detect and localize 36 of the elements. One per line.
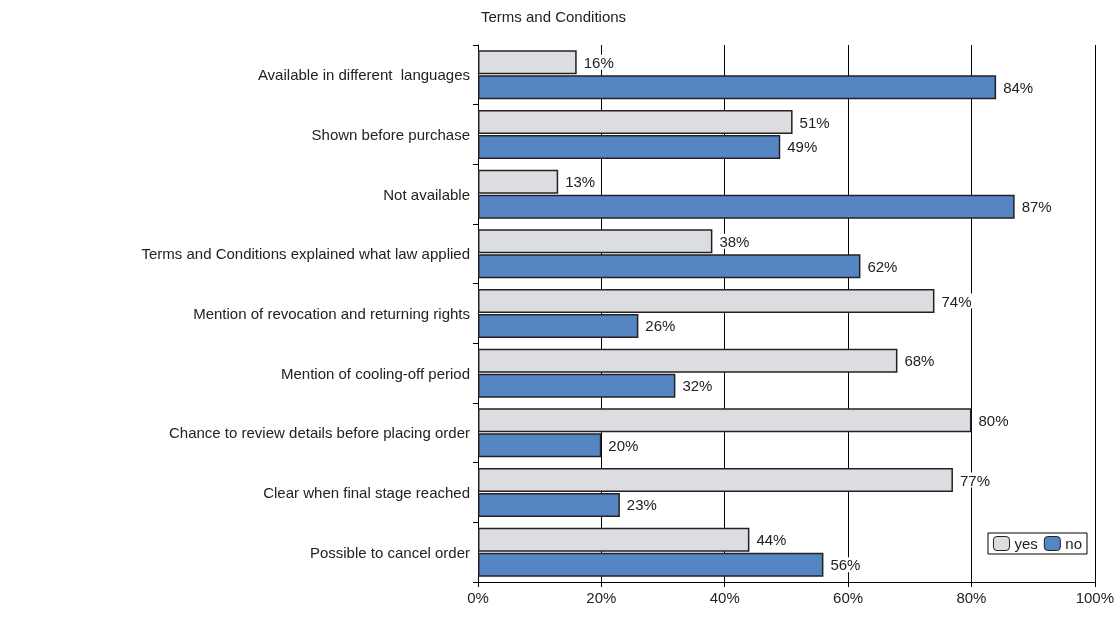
data-label: 62%: [867, 257, 898, 275]
data-label: 74%: [941, 292, 972, 310]
data-label: 77%: [959, 471, 990, 489]
data-label: 23%: [626, 496, 657, 514]
x-tick-label: 20%: [586, 589, 617, 606]
y-tick-label: Shown before purchase: [311, 126, 470, 143]
y-tick-label: Available in different languages: [257, 66, 470, 84]
data-label: 32%: [682, 377, 713, 395]
data-label: 13%: [565, 173, 596, 191]
x-tick-label: 80%: [956, 589, 987, 606]
x-tick-label: 100%: [1075, 589, 1115, 606]
data-label: 87%: [1021, 198, 1052, 216]
y-tick-label: Clear when final stage reached: [263, 484, 470, 501]
legend-label: yes: [1014, 535, 1038, 552]
y-tick-label: Terms and Conditions explained what law applied: [141, 245, 470, 263]
data-label: 49%: [787, 138, 818, 156]
data-label: 51%: [799, 113, 830, 131]
data-label: 38%: [719, 232, 750, 250]
chart-title: Terms and Conditions: [481, 8, 627, 25]
legend-label: no: [1065, 535, 1082, 552]
y-tick-label: Chance to review details before placing order: [168, 424, 470, 442]
data-label: 84%: [1003, 78, 1034, 96]
y-tick-label: Possible to cancel order: [309, 543, 470, 561]
data-label: 80%: [978, 411, 1009, 429]
y-tick-label: Mention of cooling-off period: [280, 364, 470, 382]
x-tick-label: 0%: [467, 589, 489, 606]
y-tick-label: Mention of revocation and returning rights: [193, 305, 470, 322]
data-label: 68%: [904, 352, 935, 370]
data-label: 16%: [583, 53, 614, 71]
y-tick-label: Not available: [383, 185, 470, 203]
data-label: 26%: [645, 317, 676, 335]
x-tick-label: 40%: [709, 589, 740, 606]
data-label: 20%: [608, 436, 639, 454]
x-tick-label: 60%: [833, 589, 864, 606]
data-label: 56%: [830, 556, 861, 574]
data-label: 44%: [756, 531, 787, 549]
